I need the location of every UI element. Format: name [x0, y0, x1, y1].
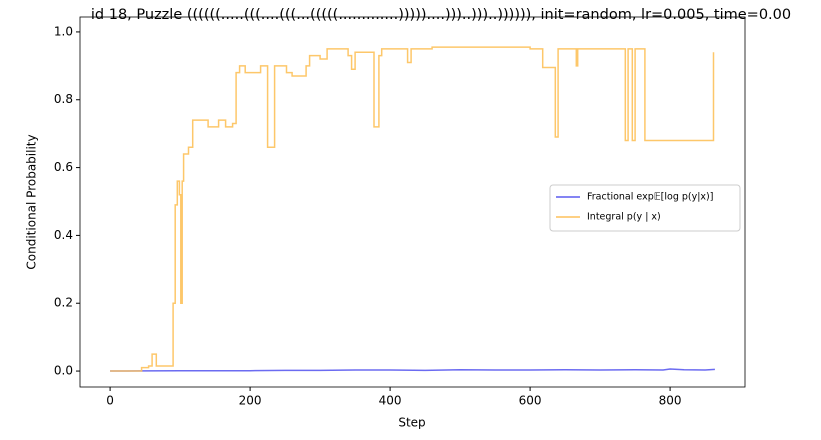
x-tick-label: 600	[519, 394, 542, 408]
legend-label: Fractional exp𝔼[log p(y|x)]	[587, 192, 713, 203]
plot-frame	[79, 16, 746, 388]
y-tick-label: 0.2	[54, 296, 73, 310]
y-tick-label: 0.6	[54, 160, 73, 174]
legend: Fractional exp𝔼[log p(y|x)] Integral p(y …	[549, 184, 741, 232]
x-tick-label: 0	[106, 394, 114, 408]
chart-title: id 18, Puzzle ((((((.....(((....(((...((…	[91, 7, 791, 23]
y-tick-label: 0.8	[54, 92, 73, 106]
legend-box	[549, 184, 741, 232]
y-axis-label: Conditional Probability	[25, 134, 39, 269]
y-tick-label: 0.4	[54, 228, 73, 242]
x-axis-label: Step	[398, 416, 425, 430]
legend-label: Integral p(y | x)	[587, 212, 661, 223]
x-tick-label: 400	[379, 394, 402, 408]
y-tick-label: 1.0	[54, 24, 73, 38]
x-tick-label: 800	[659, 394, 682, 408]
series-line	[110, 368, 715, 372]
series-line	[110, 46, 715, 372]
x-tick-label: 200	[239, 394, 262, 408]
y-tick-label: 0.0	[54, 364, 73, 378]
